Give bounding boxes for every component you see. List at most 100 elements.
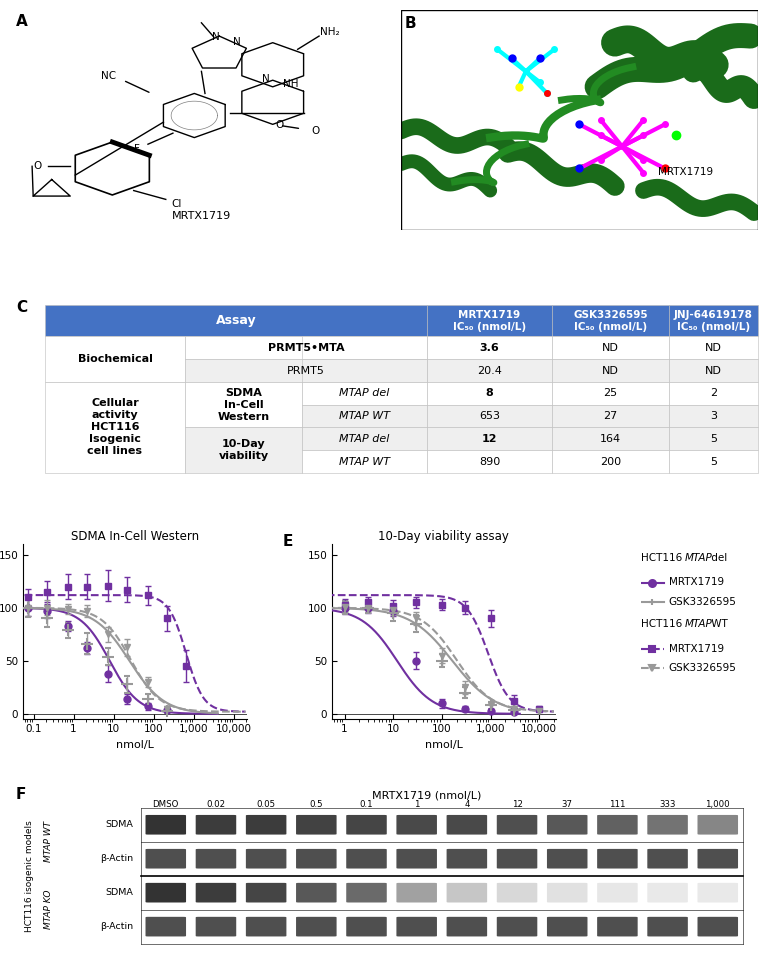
- Text: MTAP: MTAP: [685, 620, 713, 629]
- Text: MRTX1719: MRTX1719: [669, 644, 724, 654]
- FancyBboxPatch shape: [447, 849, 487, 869]
- Text: SDMA
In-Cell
Western: SDMA In-Cell Western: [217, 388, 270, 422]
- Bar: [185, 382, 302, 427]
- Text: 164: 164: [600, 434, 621, 444]
- Text: MTAP del: MTAP del: [339, 388, 390, 399]
- Text: MRTX1719: MRTX1719: [669, 578, 724, 587]
- Text: 1,000: 1,000: [706, 800, 730, 809]
- FancyBboxPatch shape: [447, 815, 487, 834]
- Text: Cl: Cl: [172, 199, 182, 209]
- FancyBboxPatch shape: [246, 815, 287, 834]
- Text: MRTX1719
IC₅₀ (nmol/L): MRTX1719 IC₅₀ (nmol/L): [453, 309, 526, 331]
- Text: N: N: [262, 74, 270, 84]
- Text: 3.6: 3.6: [479, 343, 499, 353]
- Text: PRMT5•MTA: PRMT5•MTA: [267, 343, 344, 353]
- FancyBboxPatch shape: [497, 917, 537, 937]
- Title: 10-Day viability assay: 10-Day viability assay: [379, 530, 509, 543]
- FancyBboxPatch shape: [597, 815, 638, 834]
- Bar: [302, 382, 427, 404]
- Text: N: N: [212, 33, 220, 42]
- FancyBboxPatch shape: [597, 917, 638, 937]
- Bar: [669, 336, 758, 359]
- Title: SDMA In-Cell Western: SDMA In-Cell Western: [71, 530, 199, 543]
- FancyBboxPatch shape: [346, 815, 386, 834]
- FancyBboxPatch shape: [346, 917, 386, 937]
- Bar: [302, 359, 427, 382]
- Text: 2: 2: [710, 388, 717, 399]
- Text: GSK3326595
IC₅₀ (nmol/L): GSK3326595 IC₅₀ (nmol/L): [574, 309, 648, 331]
- Bar: [45, 382, 185, 473]
- FancyBboxPatch shape: [346, 883, 386, 902]
- Text: Biochemical: Biochemical: [77, 354, 152, 364]
- Text: ND: ND: [602, 366, 619, 376]
- FancyBboxPatch shape: [647, 815, 688, 834]
- Text: E: E: [283, 534, 293, 549]
- Text: 5: 5: [710, 434, 717, 444]
- Text: SDMA: SDMA: [105, 888, 133, 898]
- Text: Assay: Assay: [216, 314, 257, 328]
- Text: HCT116: HCT116: [641, 553, 685, 563]
- Bar: [185, 336, 427, 359]
- FancyBboxPatch shape: [145, 849, 186, 869]
- Text: MTA: MTA: [465, 26, 493, 39]
- Text: 333: 333: [659, 800, 676, 809]
- Text: O: O: [312, 125, 319, 136]
- FancyBboxPatch shape: [296, 849, 336, 869]
- Text: 12: 12: [482, 434, 497, 444]
- Text: MRTX1719: MRTX1719: [658, 167, 713, 177]
- Text: O: O: [33, 161, 42, 171]
- FancyBboxPatch shape: [246, 883, 287, 902]
- Bar: [427, 336, 552, 359]
- Bar: [302, 450, 427, 473]
- FancyBboxPatch shape: [196, 849, 237, 869]
- Text: 1: 1: [414, 800, 420, 809]
- FancyBboxPatch shape: [346, 849, 386, 869]
- Text: F: F: [135, 144, 140, 153]
- Text: HCT116: HCT116: [641, 620, 685, 629]
- FancyBboxPatch shape: [547, 883, 587, 902]
- Bar: [669, 305, 758, 336]
- Bar: [427, 359, 552, 382]
- Text: 3: 3: [710, 411, 717, 422]
- Text: MTAP WT: MTAP WT: [339, 411, 390, 422]
- FancyBboxPatch shape: [547, 917, 587, 937]
- Text: 37: 37: [562, 800, 573, 809]
- Bar: [552, 450, 669, 473]
- Text: A: A: [16, 14, 28, 29]
- Text: 27: 27: [604, 411, 618, 422]
- Text: B: B: [404, 16, 416, 32]
- Text: 12: 12: [512, 800, 523, 809]
- FancyBboxPatch shape: [296, 917, 336, 937]
- FancyBboxPatch shape: [547, 815, 587, 834]
- FancyBboxPatch shape: [447, 883, 487, 902]
- Text: ND: ND: [602, 343, 619, 353]
- Bar: [427, 450, 552, 473]
- Text: MTAP del: MTAP del: [339, 434, 390, 444]
- Bar: [552, 427, 669, 450]
- Text: DMSO: DMSO: [152, 800, 179, 809]
- Text: 111: 111: [609, 800, 625, 809]
- FancyBboxPatch shape: [547, 849, 587, 869]
- FancyBboxPatch shape: [196, 883, 237, 902]
- FancyBboxPatch shape: [296, 883, 336, 902]
- Bar: [427, 427, 552, 450]
- Bar: [669, 450, 758, 473]
- FancyBboxPatch shape: [397, 917, 437, 937]
- Text: 200: 200: [600, 457, 621, 467]
- Text: MTAP WT: MTAP WT: [339, 457, 390, 467]
- FancyBboxPatch shape: [447, 917, 487, 937]
- Bar: [552, 404, 669, 427]
- FancyBboxPatch shape: [647, 849, 688, 869]
- Text: 653: 653: [479, 411, 500, 422]
- Text: MRTX1719 (nmol/L): MRTX1719 (nmol/L): [373, 790, 482, 800]
- Text: 890: 890: [479, 457, 500, 467]
- Bar: [427, 305, 552, 336]
- Bar: [669, 404, 758, 427]
- FancyBboxPatch shape: [397, 849, 437, 869]
- Text: del: del: [708, 553, 727, 563]
- FancyBboxPatch shape: [497, 849, 537, 869]
- Bar: [427, 382, 552, 404]
- Text: MTAP WT: MTAP WT: [44, 821, 53, 862]
- Text: C: C: [15, 300, 27, 314]
- Text: NH: NH: [283, 79, 298, 88]
